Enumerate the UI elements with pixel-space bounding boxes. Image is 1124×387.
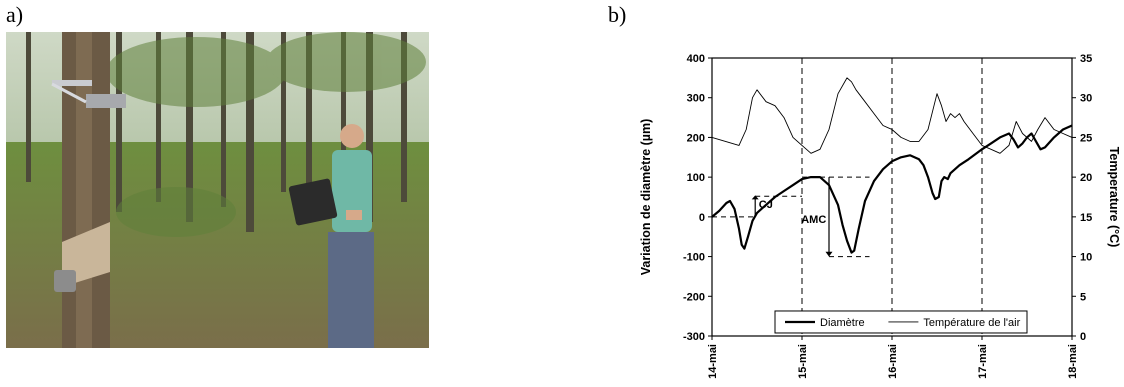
gridlines <box>801 58 983 336</box>
y-axis-title: Variation de diamètre (µm) <box>639 119 653 276</box>
legend-label-1: Température de l'air <box>923 317 1020 329</box>
right-tick-label-4: 20 <box>1080 172 1092 184</box>
x-tick-label-2: 16-mai <box>887 344 899 379</box>
chart: CJ AMC -300 -200 -100 0 100 200 300 400 0 5 10 15 20… <box>639 53 1121 379</box>
left-tick-label-4: 100 <box>687 172 705 184</box>
panel-label-a: a) <box>6 2 24 27</box>
right-tick-label-2: 10 <box>1080 252 1092 264</box>
x-axis: 14-mai 15-mai 16-mai 17-mai 18-mai <box>707 336 1079 379</box>
x-tick-label-3: 17-mai <box>977 344 989 379</box>
annotations: CJ AMC <box>712 176 870 258</box>
left-tick-label-2: -100 <box>683 252 705 264</box>
cj-label: CJ <box>759 199 773 211</box>
series-line-1 <box>711 77 1073 154</box>
right-tick-label-3: 15 <box>1080 212 1092 224</box>
left-tick-label-0: -300 <box>683 331 705 343</box>
legend: Diamètre Température de l'air <box>774 310 1028 334</box>
right-tick-label-6: 30 <box>1080 93 1092 105</box>
amc-label: AMC <box>801 214 826 226</box>
x-tick-label-1: 15-mai <box>797 344 809 379</box>
y2-axis-title: Temperature (°C) <box>1107 147 1121 248</box>
rubber-tree <box>62 32 110 348</box>
left-tick-label-6: 300 <box>687 93 705 105</box>
x-tick-label-4: 18-mai <box>1067 344 1079 379</box>
right-tick-label-1: 5 <box>1080 291 1086 303</box>
right-axis: 0 5 10 15 20 25 30 35 <box>1072 53 1092 343</box>
x-tick-label-0: 14-mai <box>707 344 719 379</box>
left-tick-label-3: 0 <box>699 212 705 224</box>
left-axis: -300 -200 -100 0 100 200 300 400 <box>683 53 712 343</box>
legend-label-0: Diamètre <box>820 317 865 329</box>
latex-cup <box>54 270 76 292</box>
background-trees <box>26 32 407 232</box>
left-tick-label-1: -200 <box>683 291 705 303</box>
right-tick-label-0: 0 <box>1080 331 1086 343</box>
left-tick-label-7: 400 <box>687 53 705 65</box>
field-photo <box>6 32 429 348</box>
left-tick-label-5: 200 <box>687 132 705 144</box>
right-tick-label-5: 25 <box>1080 132 1092 144</box>
person <box>288 124 374 348</box>
foliage <box>106 32 426 237</box>
dendrometer-sensor <box>51 80 126 108</box>
amc-arrow-head <box>825 251 833 257</box>
panel-label-b: b) <box>608 2 627 27</box>
right-tick-label-7: 35 <box>1080 53 1092 65</box>
cj-arrow-head <box>751 195 759 200</box>
plot-series <box>711 77 1073 254</box>
